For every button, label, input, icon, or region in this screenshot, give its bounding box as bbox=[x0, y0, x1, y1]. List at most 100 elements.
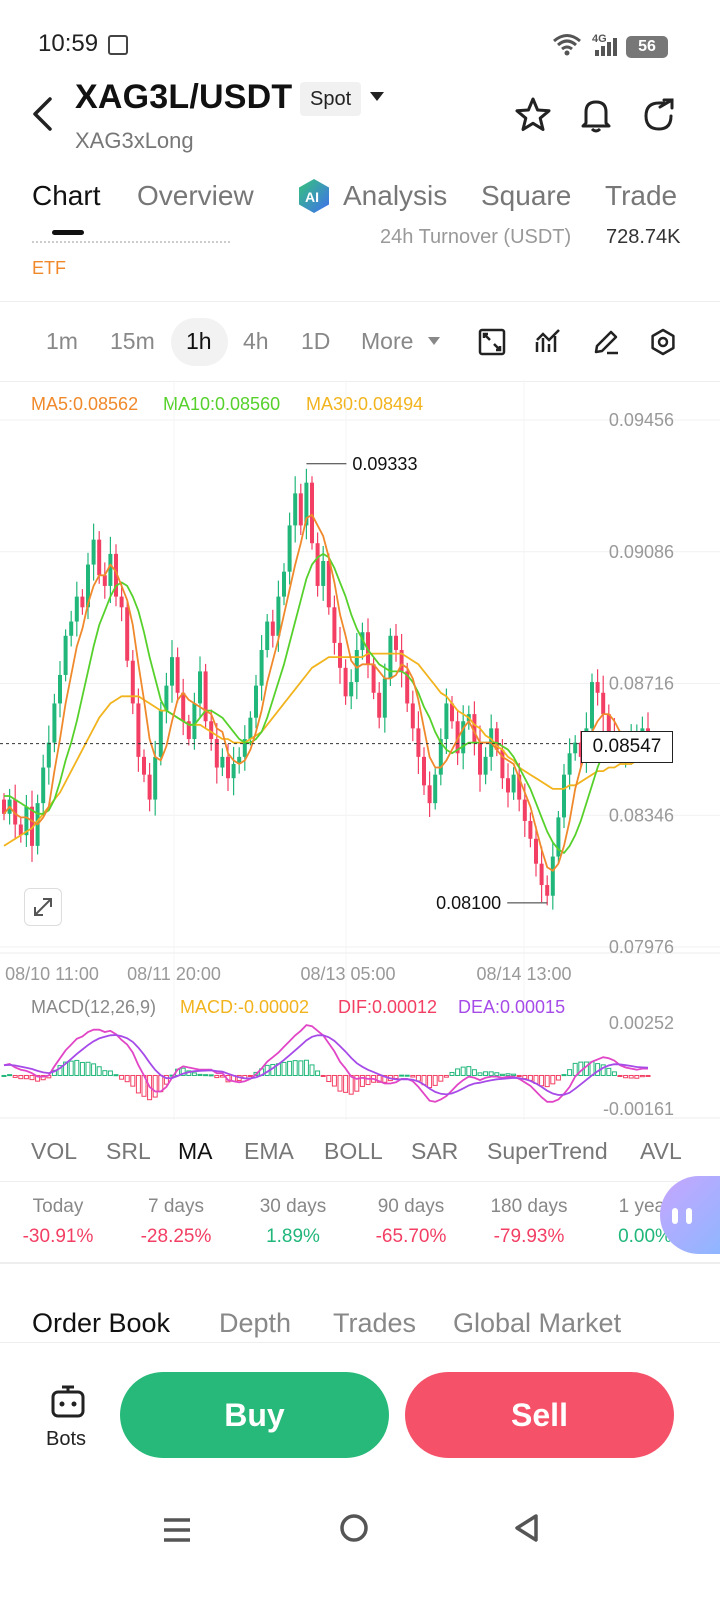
tab-trades[interactable]: Trades bbox=[333, 1308, 417, 1338]
macd-histogram-bar bbox=[113, 1074, 119, 1077]
indicator-sar[interactable]: SAR bbox=[411, 1138, 459, 1164]
favorite-star-icon[interactable] bbox=[514, 96, 552, 134]
stat-value: -30.91% bbox=[22, 1226, 94, 1247]
share-icon[interactable] bbox=[640, 96, 678, 134]
candle-body bbox=[276, 596, 281, 636]
macd-histogram-bar bbox=[7, 1074, 13, 1077]
chart-settings-gear-icon[interactable] bbox=[649, 328, 677, 356]
macd-histogram-bar bbox=[85, 1061, 91, 1076]
interval-1d[interactable]: 1D bbox=[301, 328, 331, 354]
macd-histogram-bar bbox=[443, 1074, 449, 1078]
price-chart[interactable]: 0.09456 0.09086 0.08716 0.08346 0.07976 08/10… bbox=[0, 380, 720, 1120]
stat-30-days: 30 days 1.89% bbox=[238, 1196, 348, 1248]
macd-histogram-bar bbox=[191, 1072, 197, 1076]
macd-histogram-bar bbox=[63, 1061, 69, 1076]
macd-histogram-bar bbox=[253, 1071, 259, 1076]
indicator-ma[interactable]: MA bbox=[178, 1138, 213, 1164]
indicator-supertrend[interactable]: SuperTrend bbox=[487, 1138, 608, 1164]
tab-depth[interactable]: Depth bbox=[219, 1308, 292, 1338]
macd-histogram-bar bbox=[337, 1074, 343, 1092]
stat-value: -79.93% bbox=[493, 1226, 565, 1247]
candle-body bbox=[399, 650, 404, 672]
indicator-ema[interactable]: EMA bbox=[244, 1138, 294, 1164]
indicator-vol[interactable]: VOL bbox=[31, 1138, 78, 1164]
dea-line bbox=[3, 1034, 649, 1096]
indicator-settings-icon[interactable] bbox=[535, 328, 563, 356]
sell-button[interactable]: Sell bbox=[405, 1372, 674, 1458]
macd-histogram-bar bbox=[550, 1074, 556, 1085]
macd-histogram-bar bbox=[135, 1074, 141, 1094]
candle-body bbox=[158, 710, 163, 757]
tab-square[interactable]: Square bbox=[481, 180, 572, 211]
tab-trade[interactable]: Trade bbox=[605, 180, 678, 211]
candle-body bbox=[298, 493, 303, 526]
tab-global-market[interactable]: Global Market bbox=[453, 1308, 622, 1338]
macd-histogram-bar bbox=[600, 1064, 606, 1076]
battery-indicator: 56 bbox=[626, 36, 668, 58]
expand-chart-button[interactable] bbox=[24, 888, 62, 926]
pair-title[interactable]: XAG3L/USDT bbox=[75, 78, 293, 116]
macd-histogram-bar bbox=[639, 1074, 645, 1078]
stat-label: 30 days bbox=[259, 1196, 327, 1217]
candle-body bbox=[254, 685, 258, 718]
bots-label[interactable]: Bots bbox=[46, 1428, 87, 1450]
system-back-icon[interactable] bbox=[512, 1512, 542, 1544]
stat-label: 180 days bbox=[490, 1196, 568, 1217]
indicator-srl[interactable]: SRL bbox=[106, 1138, 151, 1164]
stat-1-year: 1 year 0.00% bbox=[590, 1196, 700, 1248]
candle-body bbox=[108, 553, 113, 586]
buy-button[interactable]: Buy bbox=[120, 1372, 389, 1458]
interval-4h[interactable]: 4h bbox=[243, 328, 269, 354]
ma5-legend: MA5:0.08562 bbox=[31, 394, 139, 414]
bubble-bar bbox=[672, 1208, 678, 1224]
tab-analysis[interactable]: Analysis bbox=[343, 180, 448, 211]
market-type-badge[interactable]: Spot bbox=[300, 82, 362, 116]
back-arrow-icon[interactable] bbox=[28, 96, 58, 132]
candle-body bbox=[58, 674, 62, 704]
macd-histogram-bar bbox=[119, 1074, 125, 1080]
candle-body bbox=[595, 682, 600, 693]
section-divider bbox=[0, 1181, 720, 1182]
macd-histogram-bar bbox=[29, 1074, 35, 1081]
candle-body bbox=[125, 607, 130, 661]
system-recents-icon[interactable] bbox=[162, 1514, 192, 1546]
etf-tag: ETF bbox=[32, 258, 66, 278]
caret-down-icon[interactable] bbox=[370, 92, 384, 101]
candle-body bbox=[427, 785, 432, 804]
price-alert-bell-icon[interactable] bbox=[578, 96, 614, 134]
screenshot-notification-icon bbox=[108, 35, 128, 55]
tab-overview[interactable]: Overview bbox=[137, 180, 254, 211]
x-axis-tick: 08/11 20:00 bbox=[127, 964, 221, 984]
current-price-tag: 0.08547 bbox=[581, 731, 673, 763]
interval-more[interactable]: More bbox=[361, 328, 414, 354]
fullscreen-chart-icon[interactable] bbox=[478, 328, 506, 356]
ma30-line bbox=[3, 652, 648, 847]
candle-body bbox=[186, 721, 191, 740]
tab-order-book[interactable]: Order Book bbox=[32, 1308, 171, 1338]
macd-histogram-bar bbox=[331, 1074, 337, 1087]
candle-body bbox=[321, 561, 326, 586]
indicator-avl[interactable]: AVL bbox=[640, 1138, 682, 1164]
macd-histogram-bar bbox=[79, 1061, 85, 1076]
drawing-pen-icon[interactable] bbox=[592, 328, 620, 356]
network-label: 4G bbox=[592, 33, 607, 45]
candle-body bbox=[175, 657, 180, 693]
macd-histogram-bar bbox=[606, 1067, 612, 1076]
candle-body bbox=[130, 660, 135, 704]
interval-1m[interactable]: 1m bbox=[46, 328, 78, 354]
interval-15m[interactable]: 15m bbox=[110, 328, 155, 354]
wifi-icon bbox=[553, 34, 581, 56]
floating-assistant-bubble[interactable] bbox=[660, 1176, 720, 1254]
candle-body bbox=[248, 717, 253, 740]
tab-chart[interactable]: Chart bbox=[32, 180, 101, 211]
indicator-boll[interactable]: BOLL bbox=[324, 1138, 383, 1164]
interval-1h[interactable]: 1h bbox=[186, 328, 212, 354]
candle-body bbox=[24, 806, 29, 836]
more-caret-icon[interactable] bbox=[428, 337, 440, 345]
candle-body bbox=[517, 774, 522, 800]
macd-histogram-bar bbox=[315, 1070, 321, 1076]
section-divider bbox=[0, 1342, 720, 1343]
macd-histogram-bar bbox=[1, 1074, 7, 1077]
bots-robot-icon[interactable] bbox=[50, 1384, 86, 1420]
system-home-icon[interactable] bbox=[338, 1512, 370, 1544]
